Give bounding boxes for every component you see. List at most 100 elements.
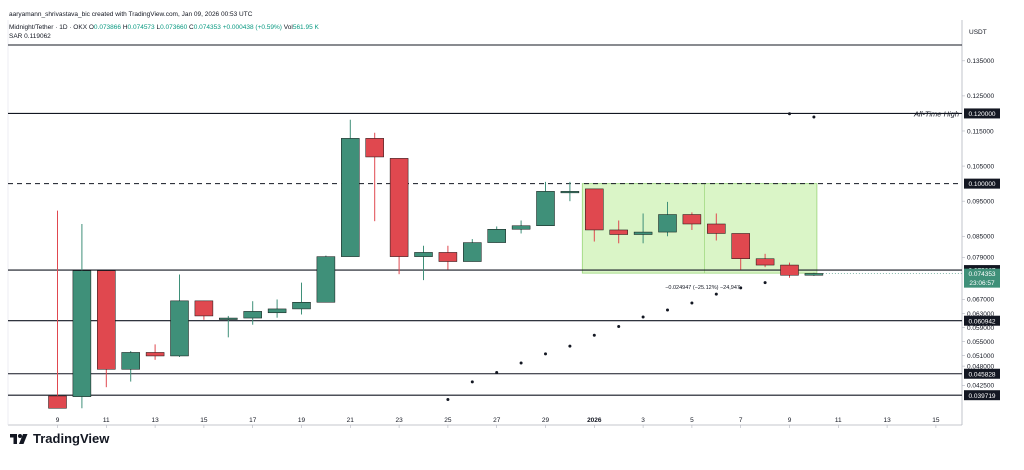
price-level-tag-label: 0.060942 bbox=[968, 318, 995, 325]
price-axis-tick-label: 0.135000 bbox=[967, 58, 994, 65]
candle-body[interactable] bbox=[804, 273, 824, 276]
current-price-tag[interactable] bbox=[964, 268, 1000, 288]
candle-body[interactable] bbox=[48, 395, 67, 409]
candle-body[interactable] bbox=[267, 308, 287, 314]
price-level-tag bbox=[964, 178, 1000, 189]
candle-body[interactable] bbox=[536, 191, 555, 226]
candle-body[interactable] bbox=[658, 214, 677, 233]
candle-body[interactable] bbox=[487, 229, 506, 243]
time-axis-tick-label: 9 bbox=[788, 417, 792, 424]
time-axis-tick-label: 11 bbox=[835, 417, 842, 424]
sar-dot bbox=[495, 370, 499, 374]
candle-body[interactable] bbox=[219, 317, 238, 320]
price-level-tag bbox=[964, 108, 1000, 119]
sar-dot bbox=[812, 115, 816, 119]
price-axis-tick-label: 0.079000 bbox=[967, 255, 994, 262]
ohlc-change: +0.000438 (+0.59%) bbox=[222, 24, 282, 31]
volume-value: 561.95 K bbox=[292, 24, 319, 31]
price-range-measure-label: −0.024947 (−25.12%) −24,947 bbox=[665, 285, 740, 291]
candle-body[interactable] bbox=[633, 231, 653, 235]
time-axis-tick-label: 15 bbox=[932, 417, 940, 424]
price-axis-tick-label: 0.055000 bbox=[967, 339, 994, 346]
candle-body[interactable] bbox=[389, 158, 409, 257]
time-axis-tick-label: 15 bbox=[200, 417, 208, 424]
price-level-tag-label: 0.045828 bbox=[968, 371, 995, 378]
candle-body[interactable] bbox=[316, 256, 336, 303]
sar-dot bbox=[519, 361, 523, 365]
candle-body[interactable] bbox=[609, 229, 628, 235]
price-axis-tick-label: 0.085000 bbox=[967, 234, 994, 241]
candle-body[interactable] bbox=[194, 300, 214, 317]
time-axis-tick-label: 11 bbox=[103, 417, 110, 424]
ohlc-open-label: O bbox=[88, 24, 94, 31]
candle-body[interactable] bbox=[780, 264, 799, 276]
volume-label: Vol bbox=[283, 24, 293, 31]
candle-body[interactable] bbox=[560, 191, 580, 194]
tradingview-logo[interactable]: TradingView bbox=[10, 431, 109, 446]
price-level-tag bbox=[964, 368, 1000, 379]
candle-body[interactable] bbox=[414, 252, 433, 257]
price-axis-tick-label: 0.059000 bbox=[967, 325, 994, 332]
candle-body[interactable] bbox=[341, 138, 360, 257]
price-level-tag-label: 0.100000 bbox=[968, 181, 995, 188]
price-axis-tick-label: 0.051000 bbox=[967, 353, 994, 360]
tradingview-logo-text: TradingView bbox=[33, 431, 110, 446]
time-axis-tick-label: 5 bbox=[690, 417, 694, 424]
candle-body[interactable] bbox=[170, 300, 189, 357]
time-axis-tick-label: 23 bbox=[395, 417, 403, 424]
tradingview-logo-icon bbox=[10, 433, 28, 444]
candle-body[interactable] bbox=[463, 242, 482, 262]
ohlc-open: 0.073866 bbox=[93, 24, 122, 31]
time-axis-tick-label: 13 bbox=[883, 417, 891, 424]
sar-dot bbox=[690, 301, 694, 305]
candle-body[interactable] bbox=[511, 225, 531, 230]
candle-body[interactable] bbox=[731, 233, 750, 259]
time-axis-tick-label: 21 bbox=[347, 417, 355, 424]
time-axis-tick-label: 2026 bbox=[587, 417, 602, 424]
price-axis-tick-label: 0.095000 bbox=[967, 198, 994, 205]
time-axis-tick-label: 13 bbox=[151, 417, 159, 424]
time-axis-tick-label: 7 bbox=[739, 417, 743, 424]
sar-dot bbox=[470, 380, 474, 384]
candle-body[interactable] bbox=[145, 352, 165, 357]
sar-dot bbox=[788, 112, 791, 116]
sar-dot bbox=[763, 281, 767, 285]
candle-body[interactable] bbox=[707, 223, 726, 234]
ohlc-low: 0.073660 bbox=[160, 24, 188, 31]
price-axis-tick-label: 0.063000 bbox=[967, 311, 994, 318]
candle-body[interactable] bbox=[365, 138, 384, 158]
candle-body[interactable] bbox=[755, 258, 775, 266]
candle-body[interactable] bbox=[438, 252, 458, 262]
symbol-title[interactable]: Midnight/Tether · 1D · OKX bbox=[9, 24, 88, 31]
time-axis-tick-label: 27 bbox=[493, 417, 501, 424]
ohlc-close: 0.074353 bbox=[193, 24, 221, 31]
time-axis-tick-label: 19 bbox=[298, 417, 306, 424]
price-level-tag bbox=[964, 390, 1000, 401]
sar-dot bbox=[714, 292, 718, 296]
ohlc-low-label: L bbox=[156, 24, 161, 31]
price-axis-tick-label: 0.042500 bbox=[967, 383, 994, 390]
sar-dot bbox=[739, 286, 743, 290]
candle-body[interactable] bbox=[121, 352, 140, 370]
sar-dot bbox=[641, 315, 645, 319]
price-axis-tick-label: 0.125000 bbox=[967, 93, 994, 100]
price-level-tag-label: 0.039719 bbox=[968, 393, 995, 400]
ohlc-high: 0.074573 bbox=[127, 24, 155, 31]
publisher-line: aaryamann_shrivastava_bic created with T… bbox=[9, 11, 253, 18]
candle-body[interactable] bbox=[585, 188, 604, 231]
price-range-measure-box[interactable] bbox=[581, 183, 818, 274]
price-axis-tick-label: 0.067000 bbox=[967, 297, 994, 304]
time-axis-tick-label: 3 bbox=[641, 417, 645, 424]
candle-body[interactable] bbox=[243, 311, 262, 319]
symbol-ohlc-line: Midnight/Tether · 1D · OKX O0.073866 H0.… bbox=[9, 24, 319, 31]
indicator-legend-sar[interactable]: SAR 0.119062 bbox=[9, 33, 51, 40]
candle-body[interactable] bbox=[682, 214, 702, 225]
ohlc-high-label: H bbox=[122, 24, 128, 31]
candle-body[interactable] bbox=[97, 270, 116, 370]
price-axis-tick-label: 0.105000 bbox=[967, 163, 994, 170]
candle-body[interactable] bbox=[292, 302, 311, 310]
axis-unit-label[interactable]: USDT bbox=[969, 29, 987, 36]
candle-body[interactable] bbox=[72, 270, 92, 397]
sar-dot bbox=[666, 308, 669, 312]
